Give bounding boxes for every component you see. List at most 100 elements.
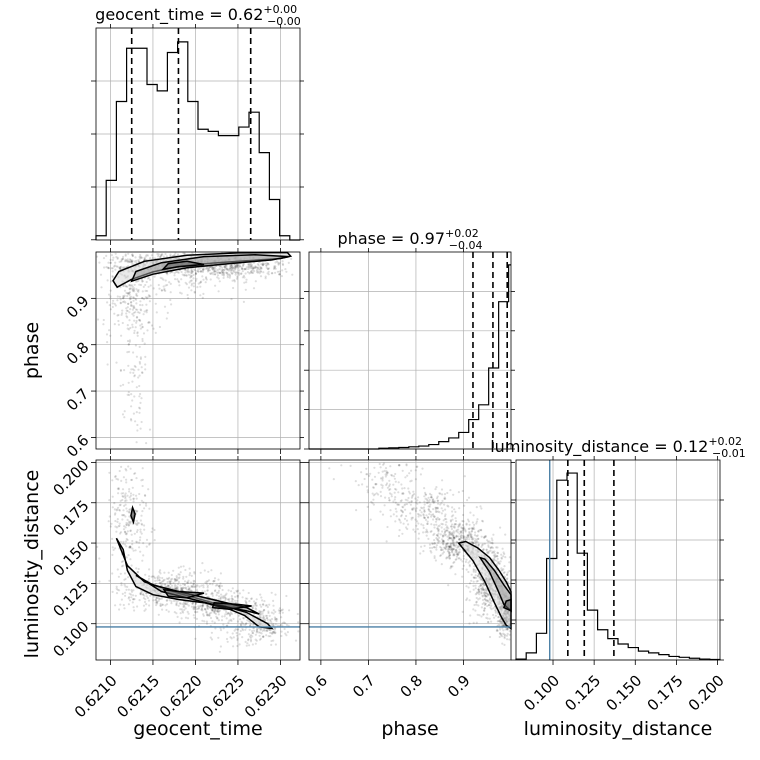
scatter-point bbox=[133, 306, 136, 309]
scatter-point bbox=[452, 533, 455, 537]
scatter-point bbox=[117, 506, 120, 509]
scatter-point bbox=[441, 499, 444, 502]
scatter-point bbox=[209, 606, 212, 609]
scatter-point bbox=[193, 580, 196, 583]
scatter-point bbox=[199, 281, 202, 284]
scatter-point bbox=[369, 518, 372, 521]
scatter-point bbox=[448, 536, 451, 539]
scatter-point bbox=[151, 257, 154, 260]
scatter-point bbox=[435, 544, 438, 547]
scatter-point bbox=[411, 516, 414, 519]
scatter-point bbox=[181, 588, 184, 591]
scatter-point bbox=[475, 506, 478, 509]
scatter-point bbox=[136, 423, 139, 427]
scatter-point bbox=[158, 581, 161, 585]
scatter-point bbox=[465, 536, 468, 539]
scatter-point bbox=[130, 393, 133, 396]
scatter-point bbox=[99, 273, 103, 276]
scatter-point bbox=[124, 258, 127, 261]
scatter-point bbox=[483, 536, 486, 539]
scatter-point bbox=[128, 488, 131, 491]
scatter-point bbox=[424, 493, 427, 496]
scatter-point bbox=[444, 523, 447, 526]
scatter-point bbox=[176, 253, 180, 256]
scatter-point bbox=[445, 521, 448, 524]
scatter-point bbox=[480, 507, 483, 510]
scatter-point bbox=[442, 543, 445, 546]
scatter-point bbox=[240, 267, 244, 270]
scatter-point bbox=[174, 587, 177, 590]
scatter-point bbox=[234, 265, 237, 268]
scatter-point bbox=[423, 516, 426, 520]
scatter-point bbox=[428, 498, 431, 502]
scatter-point bbox=[194, 273, 197, 276]
scatter-point bbox=[419, 514, 422, 517]
scatter-point bbox=[404, 498, 407, 501]
scatter-point bbox=[450, 548, 454, 551]
scatter-point bbox=[471, 538, 474, 541]
scatter-point bbox=[124, 495, 127, 498]
scatter-point bbox=[403, 487, 406, 490]
scatter-point bbox=[256, 271, 259, 274]
scatter-point bbox=[131, 262, 134, 265]
scatter-point bbox=[96, 318, 100, 321]
scatter-point bbox=[129, 529, 132, 533]
scatter-point bbox=[205, 276, 208, 279]
scatter-point bbox=[406, 499, 409, 502]
scatter-point bbox=[390, 495, 393, 498]
scatter-point bbox=[462, 535, 465, 538]
scatter-point bbox=[480, 535, 483, 538]
scatter-point bbox=[422, 524, 425, 527]
scatter-point bbox=[219, 645, 222, 648]
scatter-point bbox=[145, 504, 148, 507]
scatter-point bbox=[493, 556, 496, 559]
scatter-point bbox=[139, 592, 142, 596]
scatter-point bbox=[504, 634, 507, 637]
scatter-point bbox=[185, 274, 188, 277]
scatter-point bbox=[235, 601, 238, 604]
scatter-point bbox=[466, 597, 469, 600]
scatter-point bbox=[244, 628, 247, 631]
scatter-point bbox=[215, 615, 218, 618]
scatter-point bbox=[395, 510, 398, 513]
scatter-point bbox=[235, 277, 239, 280]
scatter-point bbox=[226, 271, 229, 274]
scatter-point bbox=[170, 600, 173, 603]
scatter-point bbox=[225, 611, 228, 614]
y-tick-label-phase: 0.7 bbox=[63, 385, 93, 415]
scatter-point bbox=[275, 618, 279, 621]
scatter-point bbox=[212, 273, 215, 276]
scatter-point bbox=[488, 540, 491, 543]
scatter-point bbox=[173, 254, 176, 257]
scatter-point bbox=[452, 543, 455, 546]
scatter-point bbox=[481, 520, 485, 523]
scatter-point bbox=[223, 615, 226, 618]
scatter-point bbox=[452, 547, 455, 551]
scatter-point bbox=[477, 589, 481, 592]
scatter-point bbox=[274, 610, 277, 614]
panel-title-luminosity-distance: luminosity_distance = 0.12+0.02 −0.01 bbox=[490, 435, 746, 460]
scatter-point bbox=[441, 493, 444, 496]
scatter-point bbox=[485, 548, 488, 551]
scatter-point bbox=[219, 272, 222, 275]
scatter-point bbox=[236, 596, 239, 599]
scatter-point bbox=[366, 473, 369, 476]
scatter-point bbox=[118, 504, 121, 507]
scatter-point bbox=[123, 260, 127, 263]
scatter-point bbox=[120, 565, 124, 568]
scatter-point bbox=[473, 576, 476, 579]
scatter-point bbox=[411, 495, 414, 498]
scatter-point bbox=[184, 269, 187, 272]
scatter-point bbox=[191, 585, 194, 589]
scatter-point bbox=[150, 530, 153, 534]
scatter-point bbox=[208, 614, 211, 617]
scatter-point bbox=[397, 491, 400, 494]
scatter-point bbox=[145, 603, 148, 606]
scatter-point bbox=[136, 331, 139, 334]
scatter-point bbox=[428, 505, 431, 508]
scatter-point bbox=[249, 638, 253, 642]
scatter-point bbox=[113, 265, 116, 268]
scatter-point bbox=[139, 593, 143, 596]
scatter-point bbox=[390, 473, 393, 477]
histogram-step-phase bbox=[309, 264, 511, 450]
